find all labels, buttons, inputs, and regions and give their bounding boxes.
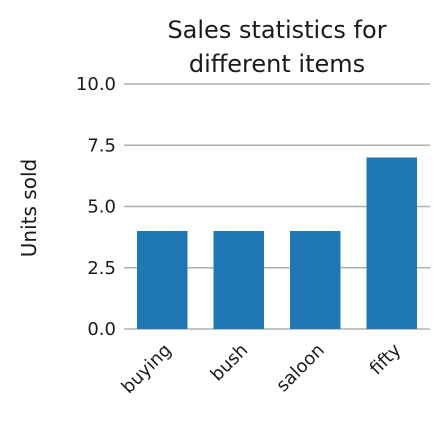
bar-buying	[137, 231, 188, 329]
chart-title-line-2: different items	[189, 50, 365, 78]
bars	[137, 157, 417, 329]
x-tick-label-buying: buying	[118, 340, 176, 398]
x-tick-label-saloon: saloon	[272, 340, 328, 396]
x-tick-label-fifty: fifty	[366, 339, 406, 379]
bar-bush	[213, 231, 264, 329]
y-axis-label: Units sold	[17, 159, 41, 257]
y-tick-labels: 0.0 2.5 5.0 7.5 10.0	[76, 74, 116, 340]
bar-saloon	[290, 231, 341, 329]
bar-fifty	[366, 157, 417, 329]
x-tick-label-bush: bush	[207, 340, 253, 386]
chart-title-line-1: Sales statistics for	[167, 16, 386, 44]
y-tick-label: 2.5	[87, 258, 116, 279]
y-tick-label: 7.5	[87, 135, 116, 156]
y-tick-label: 0.0	[87, 319, 116, 340]
y-tick-label: 10.0	[76, 74, 116, 95]
x-tick-labels: buying bush saloon fifty	[118, 339, 406, 397]
y-tick-label: 5.0	[87, 197, 116, 218]
